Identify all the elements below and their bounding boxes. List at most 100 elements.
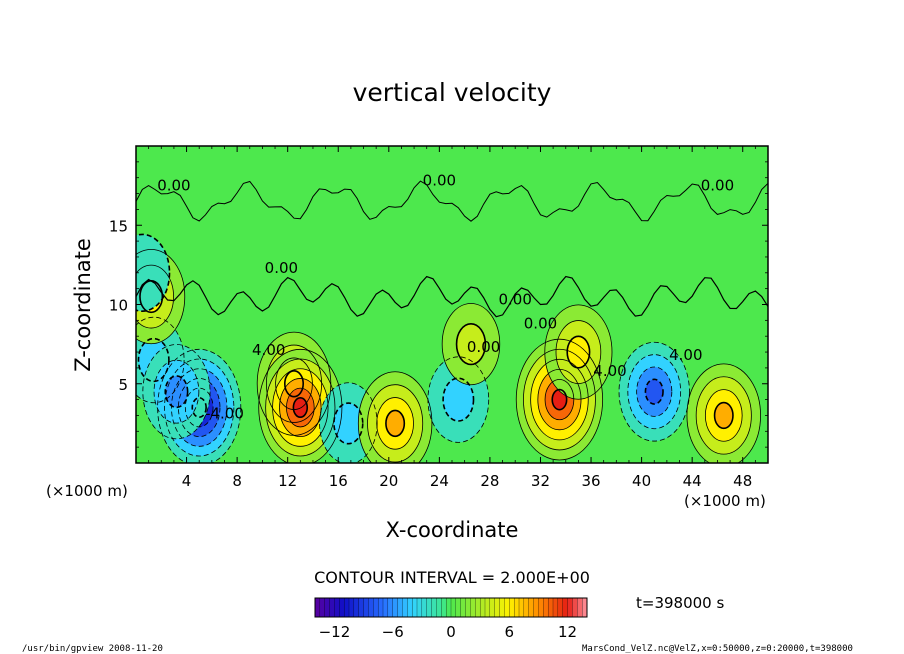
- colorbar-segment: [436, 597, 442, 618]
- colorbar-segment: [450, 597, 457, 618]
- colorbar-segment: [411, 597, 418, 618]
- heatmap-cell: [385, 410, 405, 437]
- colorbar: −12 −6 0 6 12: [314, 597, 588, 641]
- contour-label: 4.00: [593, 362, 626, 380]
- colorbar-segment: [353, 597, 360, 618]
- contour-line: [164, 375, 189, 409]
- heatmap-cell: [714, 402, 733, 429]
- colorbar-tick-label: 12: [558, 623, 577, 641]
- contour-line: [618, 341, 690, 442]
- contour-line: [279, 378, 322, 438]
- colorbar-segment: [329, 597, 335, 618]
- contour-line: [636, 366, 673, 417]
- contour-line: [713, 401, 734, 430]
- colorbar-segment: [373, 597, 379, 618]
- colorbar-tick-label: 6: [505, 623, 515, 641]
- heatmap-cell: [333, 403, 363, 444]
- contour-line: [427, 356, 490, 443]
- colorbar-segment: [368, 597, 374, 618]
- colorbar-segment: [499, 597, 505, 618]
- colorbar-segment: [523, 597, 530, 618]
- x-tick-label: 20: [379, 472, 398, 490]
- contour-label: 0.00: [265, 259, 298, 277]
- contour-line: [153, 359, 200, 424]
- contour-line: [442, 377, 475, 422]
- zero-contour-line: [136, 180, 768, 222]
- heatmap-cell: [456, 323, 486, 365]
- chart-title: vertical velocity: [353, 78, 552, 107]
- contour-label: 0.00: [467, 338, 500, 356]
- contour-line: [385, 409, 406, 438]
- contour-label: 0.00: [524, 314, 557, 332]
- contour-label: 0.00: [498, 291, 531, 309]
- contour-line: [544, 304, 613, 400]
- contour-line: [184, 387, 214, 428]
- colorbar-segment: [513, 597, 520, 618]
- colorbar-segment: [377, 597, 384, 618]
- contour-line: [695, 376, 752, 455]
- footer-left: /usr/bin/gpview 2008-11-20: [22, 644, 163, 654]
- colorbar-segment: [557, 597, 564, 618]
- contour-label: 0.00: [423, 172, 456, 190]
- contour-line: [136, 248, 186, 345]
- colorbar-segment: [348, 597, 355, 618]
- x-tick-label: 32: [531, 472, 550, 490]
- contour-line: [523, 348, 596, 451]
- x-tick-label: 24: [430, 472, 449, 490]
- colorbar-segment: [460, 597, 467, 618]
- heatmap-plot: 0.00 0.00 0.00 0.00 0.00 0.00 0.00 4.00 4.00 4.00…: [136, 146, 768, 463]
- colorbar-segment: [358, 597, 365, 618]
- contour-line: [367, 384, 424, 463]
- colorbar-segment: [465, 597, 471, 618]
- y-tick-label: 10: [109, 297, 128, 315]
- colorbar-segment: [479, 597, 486, 618]
- x-tick-label: 4: [182, 472, 192, 490]
- colorbar-segment: [547, 597, 554, 618]
- x-tick-label: 28: [480, 472, 499, 490]
- contour-line: [455, 323, 487, 366]
- colorbar-segment: [494, 597, 501, 618]
- contour-line: [644, 378, 664, 405]
- colorbar-segment: [339, 597, 345, 618]
- colorbar-segment: [314, 597, 321, 618]
- contour-label: 0.00: [157, 176, 190, 194]
- colorbar-frame: [314, 597, 588, 618]
- contour-lines: [136, 180, 768, 463]
- contour-line: [566, 335, 591, 369]
- x-unit-label-right: (×1000 m): [684, 492, 766, 510]
- contour-line: [157, 348, 242, 463]
- contour-line: [551, 388, 568, 411]
- colorbar-tick-label: 0: [446, 623, 456, 641]
- contour-line: [441, 303, 501, 386]
- contour-line: [686, 363, 761, 463]
- colorbar-segment: [334, 597, 340, 618]
- heatmap-cell: [567, 336, 590, 368]
- x-tick-label: 40: [632, 472, 651, 490]
- colorbar-segment: [509, 597, 515, 618]
- colorbar-segment: [392, 597, 399, 618]
- colorbar-segment: [363, 597, 369, 618]
- contour-label: -4.00: [205, 405, 244, 423]
- contour-line: [177, 378, 221, 438]
- footer-right: MarsCond_VelZ.nc@VelZ,x=0:50000,z=0:2000…: [582, 644, 853, 654]
- x-tick-label: 12: [278, 472, 297, 490]
- contour-line: [376, 397, 414, 450]
- colorbar-segment: [407, 597, 413, 618]
- colorbar-segment: [543, 597, 549, 618]
- colorbar-segment: [402, 597, 408, 618]
- colorbar-segment: [343, 597, 350, 618]
- colorbar-segment: [528, 597, 535, 618]
- colorbar-segment: [387, 597, 394, 618]
- contour-line: [136, 264, 174, 329]
- y-tick-label: 5: [118, 376, 128, 394]
- colorbar-segment: [426, 597, 433, 618]
- time-label: t=398000 s: [636, 594, 724, 612]
- contour-line: [136, 233, 171, 312]
- colorbar-tick-label: −12: [319, 623, 351, 641]
- colorbar-segment: [441, 597, 447, 618]
- contour-label: 4.00: [669, 346, 702, 364]
- x-tick-label: 8: [232, 472, 242, 490]
- y-axis-ticks: 5 10 15: [109, 161, 768, 448]
- colorbar-segment: [324, 597, 331, 618]
